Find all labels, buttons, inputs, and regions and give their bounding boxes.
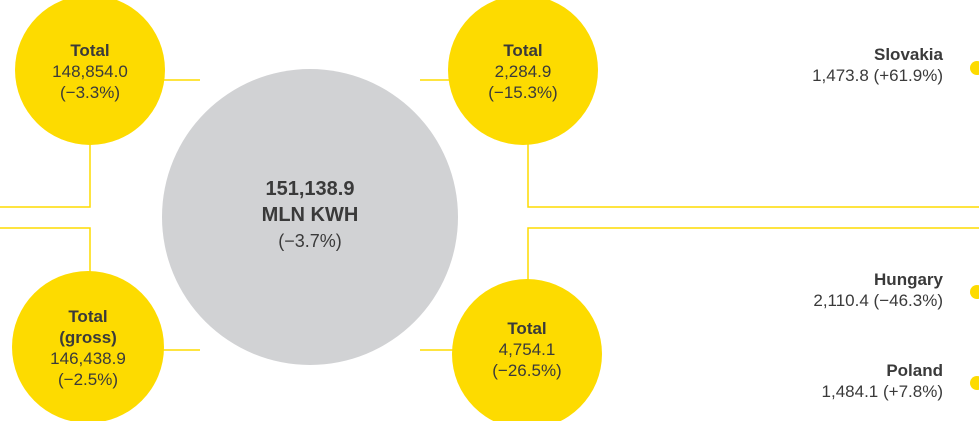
country-name: Slovakia (874, 45, 944, 64)
country-value: 2,110.4 (−46.3%) (813, 291, 943, 310)
country-value: 1,484.1 (+7.8%) (822, 382, 943, 401)
dot (970, 285, 979, 299)
country-name: Poland (886, 361, 943, 380)
node-text: (−26.5%) (492, 361, 561, 380)
node-text: (−15.3%) (488, 83, 557, 102)
center-circle (162, 69, 458, 365)
node-text: (gross) (59, 328, 117, 347)
country-name: Hungary (874, 270, 944, 289)
node-text: Total (68, 307, 107, 326)
node-text: 4,754.1 (499, 340, 556, 359)
connector (527, 227, 979, 285)
country-value: 1,473.8 (+61.9%) (812, 66, 943, 85)
node-text: 2,284.9 (495, 62, 552, 81)
node-text: Total (503, 41, 542, 60)
node-circle (12, 271, 164, 421)
node-text: 148,854.0 (52, 62, 128, 81)
connector (0, 140, 91, 208)
connectors (0, 79, 979, 351)
node-text: (−2.5%) (58, 370, 118, 389)
node-circle (448, 0, 598, 145)
connector (527, 140, 979, 208)
dot (970, 61, 979, 75)
center-text: 151,138.9 (266, 178, 355, 200)
node-text: 146,438.9 (50, 349, 126, 368)
node-text: Total (507, 319, 546, 338)
node-circle (15, 0, 165, 145)
node-text: Total (70, 41, 109, 60)
center-text: (−3.7%) (278, 231, 342, 251)
node-text: (−3.3%) (60, 83, 120, 102)
center-text: MLN KWH (262, 204, 359, 226)
dot (970, 376, 979, 390)
node-circle (452, 279, 602, 421)
connector (0, 227, 91, 285)
